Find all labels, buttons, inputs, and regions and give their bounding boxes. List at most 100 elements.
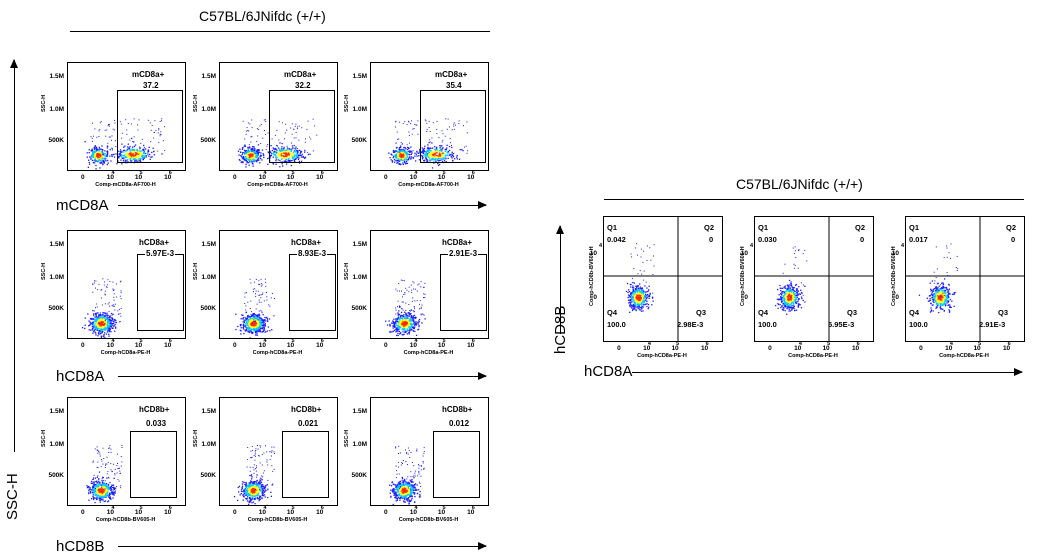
event-dot bbox=[404, 322, 406, 324]
event-dot bbox=[259, 156, 261, 158]
event-dot bbox=[109, 487, 112, 489]
event-dot bbox=[240, 161, 242, 164]
event-dot bbox=[411, 324, 413, 326]
event-dot bbox=[303, 156, 305, 159]
event-dot bbox=[251, 502, 253, 504]
x-axis-name: Comp-hCD8a-PE-H bbox=[403, 350, 454, 356]
event-dot bbox=[261, 454, 263, 456]
event-dot bbox=[137, 153, 140, 155]
event-dot bbox=[136, 152, 138, 155]
event-dot bbox=[291, 133, 293, 135]
event-dot bbox=[253, 481, 255, 483]
event-dot bbox=[255, 156, 258, 158]
event-dot bbox=[255, 153, 257, 155]
gate-box[interactable] bbox=[420, 90, 486, 163]
event-dot bbox=[420, 313, 422, 315]
y-tick-label: 1.0M bbox=[201, 274, 216, 282]
event-dot bbox=[134, 152, 137, 154]
gate-box[interactable] bbox=[130, 431, 177, 498]
event-dot bbox=[426, 151, 428, 153]
event-dot bbox=[106, 153, 108, 155]
event-dot bbox=[278, 121, 280, 123]
event-dot bbox=[444, 153, 446, 155]
event-dot bbox=[243, 316, 245, 319]
event-dot bbox=[132, 158, 134, 161]
event-dot bbox=[249, 123, 251, 125]
event-dot bbox=[418, 325, 420, 327]
event-dot bbox=[256, 303, 258, 305]
gate-box[interactable] bbox=[269, 90, 335, 163]
event-dot bbox=[424, 293, 426, 295]
event-dot bbox=[430, 151, 432, 154]
gate-box[interactable] bbox=[440, 254, 487, 331]
event-dot bbox=[423, 150, 425, 152]
event-dot bbox=[88, 485, 90, 488]
event-dot bbox=[263, 300, 265, 302]
event-dot bbox=[243, 325, 245, 328]
event-dot bbox=[102, 491, 105, 493]
event-dot bbox=[120, 465, 122, 467]
event-dot bbox=[446, 154, 448, 157]
event-dot bbox=[116, 453, 118, 455]
event-dot bbox=[396, 156, 398, 158]
event-dot bbox=[251, 322, 253, 324]
event-dot bbox=[403, 152, 405, 154]
event-dot bbox=[96, 466, 98, 468]
event-dot bbox=[99, 499, 101, 501]
event-dot bbox=[289, 149, 291, 151]
event-dot bbox=[101, 297, 102, 299]
event-dot bbox=[129, 158, 131, 160]
event-dot bbox=[420, 308, 422, 310]
event-dot bbox=[411, 289, 413, 291]
event-dot bbox=[107, 471, 109, 473]
event-dot bbox=[256, 155, 259, 157]
event-dot bbox=[105, 325, 107, 327]
event-dot bbox=[419, 300, 421, 302]
event-dot bbox=[145, 154, 147, 157]
event-dot bbox=[405, 163, 407, 165]
event-dot bbox=[256, 156, 259, 158]
event-dot bbox=[404, 493, 407, 496]
event-dot bbox=[417, 120, 419, 122]
event-dot bbox=[273, 150, 276, 152]
event-dot bbox=[245, 320, 247, 322]
event-dot bbox=[246, 318, 248, 320]
event-dot bbox=[92, 461, 94, 463]
event-dot bbox=[106, 284, 108, 286]
event-dot bbox=[410, 318, 412, 321]
event-dot bbox=[448, 149, 451, 152]
event-dot bbox=[272, 156, 274, 158]
event-dot bbox=[92, 478, 95, 480]
event-dot bbox=[113, 477, 115, 479]
event-dot bbox=[434, 159, 437, 161]
event-dot bbox=[391, 331, 393, 333]
gate-box[interactable] bbox=[117, 90, 183, 163]
event-dot bbox=[408, 492, 411, 494]
event-dot bbox=[417, 322, 419, 324]
event-dot bbox=[404, 319, 406, 321]
gate-box[interactable] bbox=[282, 431, 329, 498]
x-tick-label: 6 bbox=[168, 338, 172, 344]
event-dot bbox=[411, 319, 413, 321]
event-dot bbox=[103, 284, 105, 286]
event-dot bbox=[450, 142, 451, 144]
event-dot bbox=[112, 492, 114, 495]
event-dot bbox=[435, 151, 437, 154]
flow-plot bbox=[67, 230, 186, 339]
event-dot bbox=[245, 309, 247, 311]
gate-box[interactable] bbox=[137, 254, 184, 331]
event-dot bbox=[412, 316, 414, 318]
event-dot bbox=[102, 328, 105, 331]
event-dot bbox=[242, 162, 244, 164]
event-dot bbox=[249, 466, 251, 468]
event-dot bbox=[262, 484, 264, 486]
event-dot bbox=[250, 323, 252, 326]
event-dot bbox=[418, 155, 420, 157]
gate-box[interactable] bbox=[289, 254, 336, 331]
event-dot bbox=[394, 484, 396, 486]
event-dot bbox=[428, 120, 430, 122]
event-dot bbox=[433, 159, 435, 161]
event-dot bbox=[260, 157, 262, 160]
event-dot bbox=[409, 310, 411, 312]
event-dot bbox=[142, 158, 144, 160]
